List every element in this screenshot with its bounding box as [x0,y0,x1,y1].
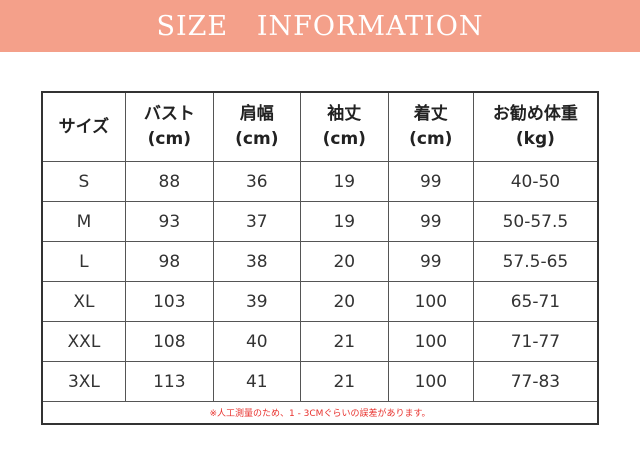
header-label: 袖丈 [327,104,362,124]
header-cell: お勧め体重 (kg) [472,91,599,162]
banner-title: SIZE INFORMATION [156,10,484,42]
header-cell: サイズ [41,91,126,162]
table-cell: 19 [299,201,389,242]
header-label: 着丈 [413,104,448,124]
table-cell: 40 [212,321,301,362]
table-cell: 19 [299,161,389,202]
table-row: XL 103 39 20 100 65-71 [41,281,599,322]
table-row: S 88 36 19 99 40-50 [41,161,599,202]
table-cell: 57.5-65 [472,241,599,282]
table-row: XXL 108 40 21 100 71-77 [41,321,599,362]
note-row: ※人工測量のため、1 - 3CMぐらいの誤差があります。 [41,401,599,425]
table-cell: 98 [124,241,214,282]
table-cell: 93 [124,201,214,242]
table-cell: 100 [387,361,474,402]
header-unit: (cm) [322,129,366,149]
table-cell: 99 [387,241,474,282]
table-cell: 21 [299,321,389,362]
table-cell: 100 [387,321,474,362]
table-cell: 3XL [41,361,126,402]
table-cell: S [41,161,126,202]
size-table: サイズ バスト (cm) 肩幅 (cm) 袖丈 (cm) 着丈 (cm) お勧め体重 (kg) S 88… [41,91,599,425]
table-cell: 77-83 [472,361,599,402]
header-label: バスト [143,104,195,124]
header-unit: (cm) [409,129,453,149]
header-cell: バスト (cm) [124,91,214,162]
table-cell: 20 [299,241,389,282]
table-cell: 21 [299,361,389,402]
table-cell: 20 [299,281,389,322]
table-cell: XL [41,281,126,322]
header-cell: 肩幅 (cm) [212,91,301,162]
table-cell: 40-50 [472,161,599,202]
table-cell: 99 [387,201,474,242]
table-cell: M [41,201,126,242]
table-cell: 100 [387,281,474,322]
table-cell: L [41,241,126,282]
table-cell: 88 [124,161,214,202]
header-cell: 着丈 (cm) [387,91,474,162]
table-cell: 71-77 [472,321,599,362]
header-cell: 袖丈 (cm) [299,91,389,162]
table-cell: 99 [387,161,474,202]
table-cell: 37 [212,201,301,242]
table-cell: 39 [212,281,301,322]
table-cell: 65-71 [472,281,599,322]
header-unit: (cm) [147,129,191,149]
table-cell: 113 [124,361,214,402]
header-label: 肩幅 [239,104,274,124]
header-label: サイズ [58,116,110,137]
table-row: L 98 38 20 99 57.5-65 [41,241,599,282]
table-row: 3XL 113 41 21 100 77-83 [41,361,599,402]
table-cell: 50-57.5 [472,201,599,242]
header-label: お勧め体重 [492,104,578,124]
table-cell: 36 [212,161,301,202]
table-cell: 108 [124,321,214,362]
size-information-banner: SIZE INFORMATION [0,0,640,52]
table-cell: 38 [212,241,301,282]
header-unit: (cm) [235,129,279,149]
table-cell: 103 [124,281,214,322]
header-unit: (kg) [515,129,555,149]
table-row: M 93 37 19 99 50-57.5 [41,201,599,242]
table-cell: 41 [212,361,301,402]
header-row: サイズ バスト (cm) 肩幅 (cm) 袖丈 (cm) 着丈 (cm) お勧め体重 (kg) [41,91,599,162]
table-cell: XXL [41,321,126,362]
measurement-note: ※人工測量のため、1 - 3CMぐらいの誤差があります。 [41,401,599,425]
